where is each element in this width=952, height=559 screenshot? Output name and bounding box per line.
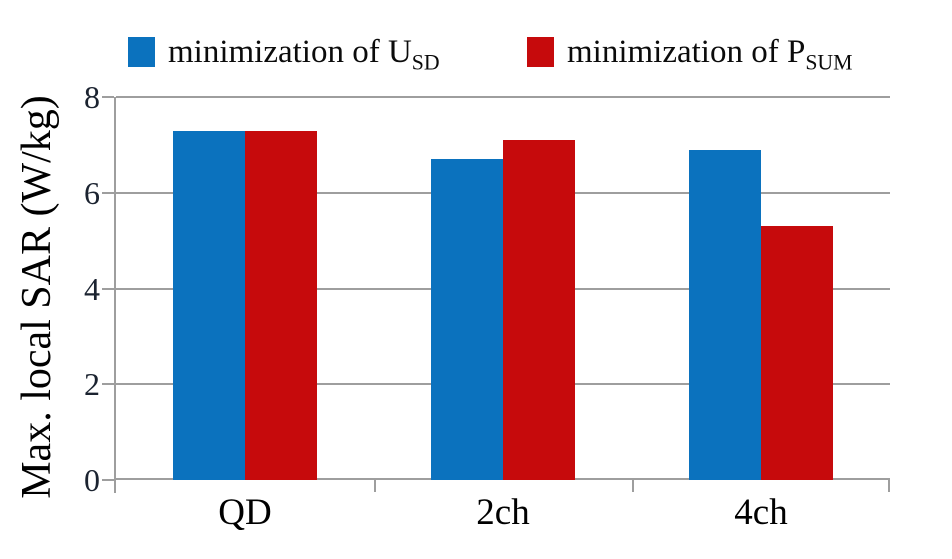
gridline-8 (116, 96, 890, 98)
legend-text-usd: minimization of U (168, 34, 412, 70)
y-tick-6 (102, 191, 114, 194)
plot-area: 0 2 4 6 8 QD 2ch 4ch (84, 79, 890, 533)
bar-usd-2ch (431, 159, 503, 480)
y-tick-4 (102, 287, 114, 290)
y-tick-label-6: 6 (84, 174, 100, 211)
legend-item-psum: minimization of PSUM (527, 30, 853, 74)
y-tick-label-0: 0 (84, 462, 100, 498)
x-tick-2 (632, 480, 634, 492)
y-tick-label-2: 2 (84, 366, 100, 403)
legend-subscript-usd: SD (411, 50, 440, 75)
category-label-2ch: 2ch (476, 492, 530, 533)
y-tick-label-8: 8 (84, 79, 100, 115)
bar-psum-2ch (503, 140, 575, 480)
bar-psum-QD (245, 130, 317, 480)
legend-label-usd: minimization of USD (168, 30, 440, 74)
category-label-QD: QD (218, 492, 272, 533)
y-tick-0 (102, 479, 114, 481)
y-tick-2 (102, 383, 114, 386)
bar-usd-4ch (689, 149, 761, 480)
legend-text-psum: minimization of P (567, 34, 806, 70)
legend-item-usd: minimization of USD (128, 30, 440, 74)
bar-usd-QD (173, 130, 245, 480)
legend-swatch-red (527, 37, 554, 67)
category-label-4ch: 4ch (734, 492, 788, 533)
legend-label-psum: minimization of PSUM (567, 30, 853, 74)
y-tick-label-4: 4 (84, 270, 100, 307)
bar-psum-4ch (761, 226, 833, 480)
y-tick-8 (102, 96, 114, 98)
x-tick-0 (114, 480, 116, 492)
x-tick-3 (888, 480, 890, 492)
legend-swatch-blue (128, 37, 155, 67)
y-axis-line (114, 97, 116, 493)
legend-subscript-psum: SUM (805, 50, 853, 75)
x-tick-1 (374, 480, 376, 492)
